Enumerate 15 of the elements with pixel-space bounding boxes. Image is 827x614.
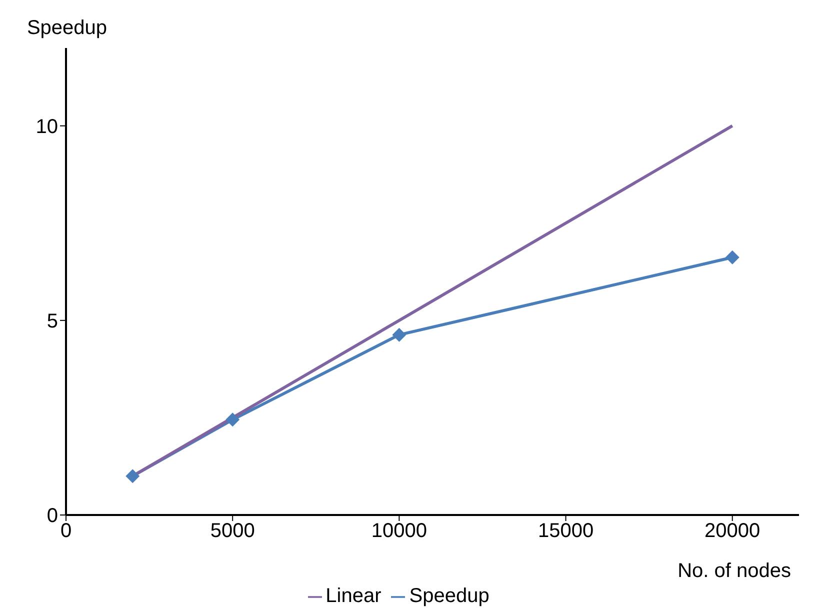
y-tick-label: 0 — [46, 505, 58, 528]
x-tick-label: 10000 — [371, 520, 427, 542]
y-tick-label: 5 — [46, 310, 58, 333]
point — [126, 469, 140, 484]
x-tick-label: 5000 — [210, 520, 255, 542]
y-axis-title: Speedup — [26, 17, 108, 39]
legend-label: Speedup — [409, 585, 490, 607]
x-tick-label: 15000 — [538, 520, 594, 542]
point — [725, 250, 740, 264]
point — [226, 412, 240, 427]
x-tick-label: 20000 — [704, 520, 760, 542]
point — [392, 328, 406, 342]
x-axis-title: No. of nodes — [678, 560, 791, 582]
legend-label: Linear — [326, 585, 382, 607]
y-tick-label: 10 — [36, 116, 58, 138]
